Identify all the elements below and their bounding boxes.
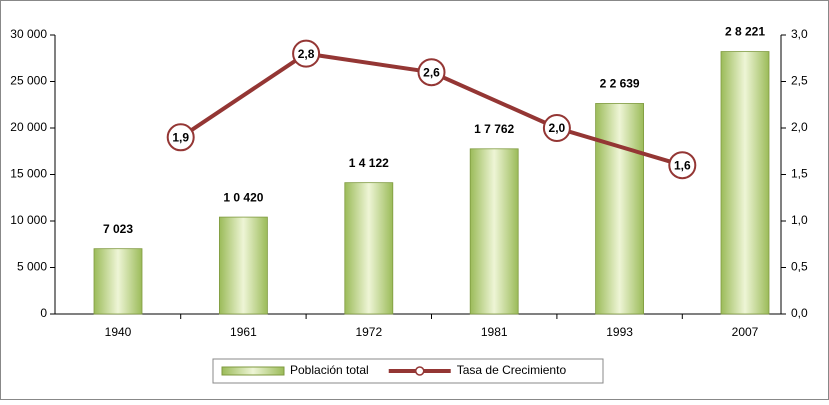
y-tick-label: 10 000 — [10, 213, 47, 227]
bar-value-label: 2 8 221 — [725, 25, 765, 39]
y-tick-label: 15 000 — [10, 167, 47, 181]
y-tick-label: 0 — [40, 306, 47, 320]
line-marker — [166, 123, 195, 152]
line-value-label: 1,6 — [674, 158, 691, 172]
y2-tick-label: 0,0 — [791, 306, 808, 320]
line-value-label: 1,9 — [172, 130, 189, 144]
legend-label: Tasa de Crecimiento — [457, 363, 567, 377]
bar — [720, 51, 770, 315]
line-value-label: 2,0 — [549, 121, 566, 135]
bar — [344, 182, 394, 315]
y2-tick-label: 3,0 — [791, 27, 808, 41]
legend-label: Población total — [290, 363, 369, 377]
x-tick-label: 1981 — [481, 325, 508, 339]
bar — [595, 103, 644, 315]
x-tick-label: 1972 — [355, 325, 382, 339]
y2-tick-label: 2,5 — [791, 74, 808, 88]
line-value-label: 2,6 — [423, 65, 440, 79]
line-marker — [542, 114, 571, 142]
bar-value-label: 7 023 — [103, 222, 133, 236]
line-value-label: 2,8 — [298, 47, 315, 61]
y2-tick-label: 0,5 — [791, 260, 808, 274]
bar — [93, 248, 143, 315]
y2-tick-label: 1,0 — [791, 213, 808, 227]
y2-tick-label: 1,5 — [791, 167, 808, 181]
legend-marker — [414, 366, 425, 376]
bar — [218, 216, 268, 315]
line-marker — [292, 39, 321, 68]
bar — [469, 148, 519, 315]
x-tick-label: 1940 — [105, 325, 132, 339]
y-tick-label: 30 000 — [10, 27, 47, 41]
bar-value-label: 1 7 762 — [474, 122, 514, 136]
bar-value-label: 2 2 639 — [600, 77, 640, 91]
line-marker — [417, 58, 446, 87]
x-tick-label: 1993 — [606, 325, 633, 339]
legend-swatch — [221, 366, 285, 376]
y-tick-label: 5 000 — [17, 260, 47, 274]
bar-value-label: 1 0 420 — [223, 190, 263, 204]
x-tick-label: 2007 — [732, 325, 759, 339]
line-marker — [668, 151, 697, 180]
y-tick-label: 20 000 — [10, 120, 47, 134]
y-tick-label: 25 000 — [10, 74, 47, 88]
y2-tick-label: 2,0 — [791, 120, 808, 134]
x-tick-label: 1961 — [230, 325, 257, 339]
bar-value-label: 1 4 122 — [349, 156, 389, 170]
